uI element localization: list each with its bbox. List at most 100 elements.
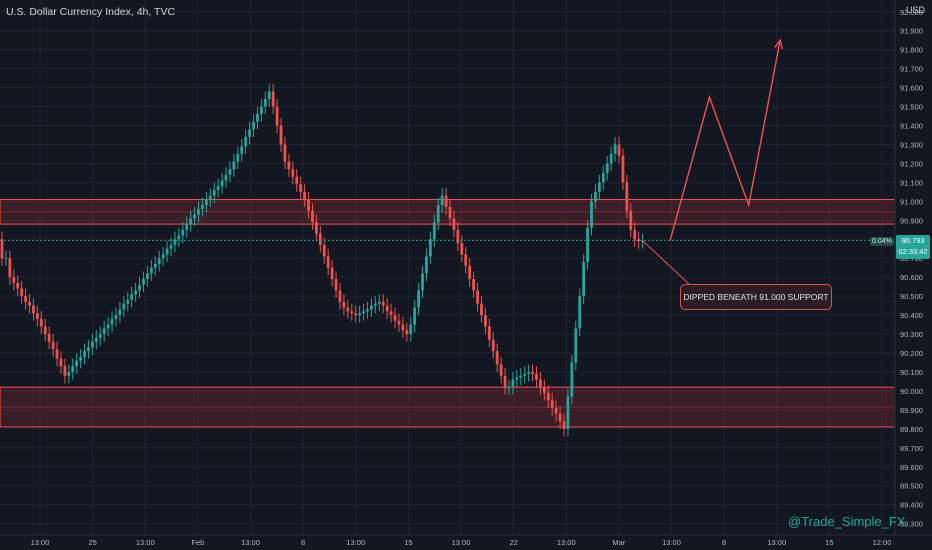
candle-body [106, 324, 110, 329]
y-tick-label: 91.300 [900, 140, 923, 149]
y-tick-label: 90.300 [900, 330, 923, 339]
candle-body [413, 307, 417, 325]
candle-body [633, 229, 637, 240]
candle-body [452, 218, 456, 230]
candle-body [43, 326, 47, 335]
candle-body [240, 146, 244, 154]
candle-body [417, 290, 420, 308]
candle-body [405, 330, 409, 335]
candle-body [499, 364, 503, 376]
candle-body [460, 243, 464, 255]
x-tick-label: 8 [301, 538, 305, 547]
candle-body [118, 309, 122, 316]
candle-body [315, 222, 318, 234]
candle-body [102, 328, 106, 335]
candle-body [55, 349, 59, 359]
candle-body [605, 163, 609, 173]
candle-body [59, 358, 63, 367]
x-tick-label: 13:00 [767, 538, 786, 547]
x-tick-label: 22 [509, 538, 517, 547]
change-percent-tag: 0.04% [870, 237, 894, 246]
candle-body [94, 337, 98, 342]
candle-body [338, 290, 342, 302]
candle-body [362, 311, 365, 314]
candle-body [146, 273, 149, 280]
candle-body [562, 421, 566, 429]
candle-body [617, 144, 621, 156]
candle-body [114, 315, 118, 319]
candle-body [271, 91, 275, 107]
chart-title: U.S. Dollar Currency Index, 4h, TVC [6, 6, 176, 18]
candle-body [542, 387, 546, 393]
candle-body [149, 267, 153, 274]
candle-body [539, 379, 542, 388]
candle-body [177, 235, 181, 240]
y-tick-label: 92.000 [900, 8, 923, 17]
y-tick-label: 91.900 [900, 27, 923, 36]
candle-body [574, 328, 578, 363]
y-tick-label: 91.700 [900, 65, 923, 74]
candle-body [165, 248, 169, 255]
candle-body [110, 318, 114, 325]
candle-body [204, 199, 208, 206]
candle-body [71, 366, 75, 372]
candle-body [385, 305, 389, 312]
candle-body [236, 153, 240, 162]
candle-body [181, 229, 185, 236]
price-axis[interactable]: 92.000 91.900 91.800 91.700 91.600 91.500 91.4… [900, 8, 923, 529]
candle-body [503, 375, 507, 388]
annotation-callout: DIPPED BENEATH 91.000 SUPPORT [680, 284, 832, 310]
x-tick-label: 13:00 [662, 538, 681, 547]
y-tick-label: 91.400 [900, 122, 923, 131]
time-axis[interactable]: 13:00 25 13:00 Feb 13:00 8 13:00 15 13:00 22 13:00… [31, 538, 892, 547]
candle-body [35, 313, 39, 319]
candle-body [554, 407, 558, 414]
candle-body [142, 279, 145, 285]
candle-body [216, 186, 220, 190]
x-tick-label: 8 [722, 538, 726, 547]
candle-body [495, 351, 499, 365]
candle-body [511, 379, 515, 388]
candle-body [248, 129, 251, 137]
candle-body [185, 224, 189, 230]
candle-body [491, 339, 495, 352]
x-tick-label: Mar [612, 538, 625, 547]
candle-body [275, 106, 279, 126]
y-tick-label: 91.500 [900, 103, 923, 112]
candle-body [252, 121, 255, 130]
candle-body [558, 413, 562, 422]
candle-body [138, 284, 141, 291]
x-tick-label: 15 [825, 538, 833, 547]
candle-body [173, 239, 177, 245]
candle-body [527, 371, 531, 374]
candle-body [594, 191, 597, 202]
candle-body [201, 205, 204, 209]
last-price-value: 90.793 [901, 236, 925, 245]
candle-body [393, 315, 397, 321]
candle-body [436, 205, 440, 223]
candle-body [197, 208, 200, 215]
y-tick-label: 89.300 [900, 520, 923, 529]
y-tick-label: 91.600 [900, 84, 923, 93]
candle-body [480, 303, 483, 316]
zone-support [0, 386, 896, 428]
candle-body [8, 258, 12, 278]
candle-body [641, 241, 644, 243]
x-tick-label: 13:00 [557, 538, 576, 547]
candle-body [531, 371, 534, 374]
candle-body [409, 324, 413, 335]
candles [0, 83, 895, 437]
candle-body [279, 125, 283, 145]
candle-body [354, 313, 358, 316]
candle-body [625, 182, 629, 211]
candle-body [208, 195, 212, 200]
candle-body [389, 311, 393, 316]
candle-body [590, 201, 593, 228]
projected-path [642, 38, 784, 286]
candle-body [224, 174, 228, 181]
candle-body [472, 279, 475, 291]
y-tick-label: 89.600 [900, 463, 923, 472]
candle-body [326, 256, 330, 268]
candle-body [267, 91, 271, 99]
